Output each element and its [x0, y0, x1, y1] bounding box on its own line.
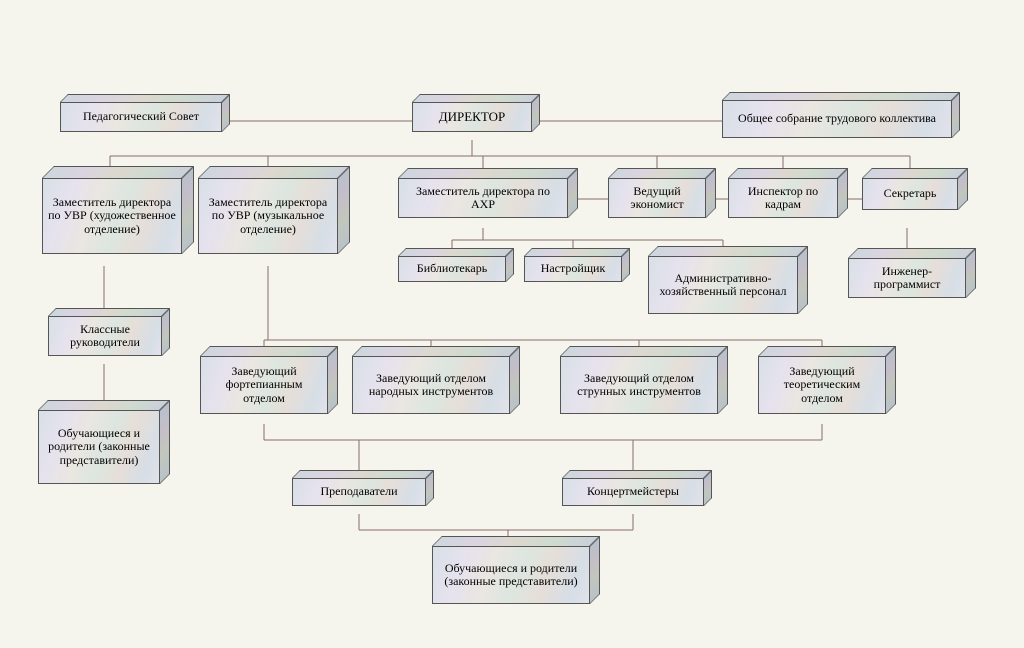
box-top-face: [608, 168, 716, 178]
box-side-face: [222, 94, 230, 132]
node-label: Преподаватели: [320, 485, 397, 498]
box-front-face: Административно-хозяйственный персонал: [648, 256, 798, 314]
box-front-face: Заведующий отделом струнных инструментов: [560, 356, 718, 414]
box-side-face: [590, 536, 600, 604]
node-label: Заведующий теоретическим отделом: [763, 365, 881, 405]
box-front-face: Обучающиеся и родители (законные предста…: [432, 546, 590, 604]
box-side-face: [426, 470, 434, 506]
box-front-face: Педагогический Совет: [60, 102, 222, 132]
node-label: Заведующий отделом струнных инструментов: [565, 372, 713, 398]
box-top-face: [524, 248, 630, 256]
box-top-face: [562, 470, 712, 478]
box-top-face: [560, 346, 728, 356]
box-top-face: [722, 92, 960, 100]
box-top-face: [38, 400, 170, 410]
box-top-face: [398, 248, 514, 256]
box-top-face: [648, 246, 808, 256]
box-front-face: Заведующий теоретическим отделом: [758, 356, 886, 414]
box-front-face: Настройщик: [524, 256, 622, 282]
box-top-face: [398, 168, 578, 178]
box-side-face: [532, 94, 540, 132]
box-top-face: [432, 536, 600, 546]
node-label: Настройщик: [541, 262, 606, 275]
box-top-face: [292, 470, 434, 478]
box-front-face: ДИРЕКТОР: [412, 102, 532, 132]
box-side-face: [510, 346, 520, 414]
box-side-face: [160, 400, 170, 484]
node-label: Ведущий экономист: [613, 185, 701, 211]
box-top-face: [352, 346, 520, 356]
node-label: Заместитель директора по УВР (музыкально…: [203, 196, 333, 236]
node-label: Инспектор по кадрам: [733, 185, 833, 211]
box-side-face: [338, 166, 350, 254]
box-front-face: Преподаватели: [292, 478, 426, 506]
box-side-face: [838, 168, 848, 218]
box-top-face: [728, 168, 848, 178]
node-label: Библиотекарь: [417, 262, 487, 275]
box-top-face: [412, 94, 540, 102]
box-side-face: [798, 246, 808, 314]
box-front-face: Заместитель директора по АХР: [398, 178, 568, 218]
node-label: Общее собрание трудового коллектива: [738, 112, 936, 125]
node-label: Концертмейстеры: [587, 485, 679, 498]
box-front-face: Библиотекарь: [398, 256, 506, 282]
node-label: Классные руководители: [53, 323, 157, 349]
box-side-face: [506, 248, 514, 282]
node-label: Секретарь: [884, 187, 937, 200]
node-label: Обучающиеся и родители (законные предста…: [43, 427, 155, 467]
box-front-face: Секретарь: [862, 178, 958, 210]
node-label: Административно-хозяйственный персонал: [653, 272, 793, 298]
node-label: Обучающиеся и родители (законные предста…: [437, 562, 585, 588]
box-front-face: Инспектор по кадрам: [728, 178, 838, 218]
box-front-face: Классные руководители: [48, 316, 162, 356]
box-top-face: [60, 94, 230, 102]
box-side-face: [162, 308, 170, 356]
node-label: Педагогический Совет: [83, 110, 199, 123]
node-label: Инженер-программист: [853, 265, 961, 291]
box-side-face: [622, 248, 630, 282]
org-chart-canvas: Педагогический Совет ДИРЕКТОР Общее собран…: [0, 0, 1024, 648]
box-side-face: [706, 168, 716, 218]
box-front-face: Заведующий отделом народных инструментов: [352, 356, 510, 414]
node-label: Заведующий отделом народных инструментов: [357, 372, 505, 398]
box-front-face: Концертмейстеры: [562, 478, 704, 506]
box-top-face: [758, 346, 896, 356]
box-front-face: Заместитель директора по УВР (художестве…: [42, 178, 182, 254]
box-top-face: [862, 168, 968, 178]
box-side-face: [704, 470, 712, 506]
box-top-face: [200, 346, 338, 356]
box-top-face: [48, 308, 170, 316]
node-label: Заведующий фортепианным отделом: [205, 365, 323, 405]
box-front-face: Инженер-программист: [848, 258, 966, 298]
node-label: Заместитель директора по АХР: [403, 185, 563, 211]
box-front-face: Заместитель директора по УВР (музыкально…: [198, 178, 338, 254]
box-front-face: Заведующий фортепианным отделом: [200, 356, 328, 414]
box-top-face: [198, 166, 350, 178]
box-top-face: [42, 166, 194, 178]
node-label: Заместитель директора по УВР (художестве…: [47, 196, 177, 236]
box-side-face: [568, 168, 578, 218]
box-side-face: [182, 166, 194, 254]
box-front-face: Ведущий экономист: [608, 178, 706, 218]
box-side-face: [718, 346, 728, 414]
box-top-face: [848, 248, 976, 258]
box-side-face: [328, 346, 338, 414]
box-side-face: [952, 92, 960, 138]
box-front-face: Общее собрание трудового коллектива: [722, 100, 952, 138]
node-label: ДИРЕКТОР: [439, 110, 506, 124]
box-front-face: Обучающиеся и родители (законные предста…: [38, 410, 160, 484]
box-side-face: [966, 248, 976, 298]
box-side-face: [886, 346, 896, 414]
